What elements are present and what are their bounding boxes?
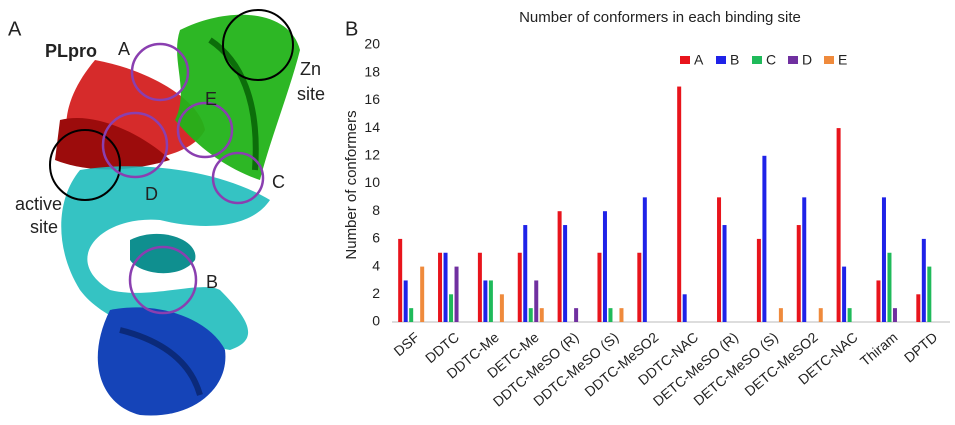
site-label: E [205, 89, 217, 109]
bar [478, 253, 482, 322]
x-tick-label: DPTD [901, 329, 940, 366]
chart-title: Number of conformers in each binding sit… [519, 9, 801, 26]
bar [608, 308, 612, 322]
bar [876, 280, 880, 322]
protein-structure [50, 10, 300, 416]
legend-swatch [788, 56, 798, 64]
site-label: site [30, 217, 58, 237]
bar [449, 294, 453, 322]
bar [723, 225, 727, 322]
bar [819, 308, 823, 322]
y-tick-label: 12 [364, 147, 380, 163]
legend-swatch [680, 56, 690, 64]
site-label: site [297, 84, 325, 104]
bar [404, 280, 408, 322]
bar [438, 253, 442, 322]
legend-label: D [802, 52, 812, 68]
bar [534, 280, 538, 322]
y-axis-label: Number of conformers [343, 110, 360, 259]
bar [927, 267, 931, 322]
bar [523, 225, 527, 322]
panel-letter: A [8, 18, 22, 40]
bar [893, 308, 897, 322]
bar [420, 267, 424, 322]
site-label: B [206, 272, 218, 292]
y-tick-label: 20 [364, 36, 380, 52]
bar [922, 239, 926, 322]
legend-label: E [838, 52, 847, 68]
x-tick-label: Thiram [857, 329, 901, 369]
bar [619, 308, 623, 322]
bar [887, 253, 891, 322]
legend-label: C [766, 52, 776, 68]
y-tick-label: 16 [364, 91, 380, 107]
bar [483, 280, 487, 322]
bar [455, 267, 459, 322]
panel-letter: B [345, 18, 358, 40]
bar [558, 211, 562, 322]
bar [603, 211, 607, 322]
y-tick-label: 0 [372, 313, 380, 329]
y-tick-label: 6 [372, 230, 380, 246]
bar [683, 294, 687, 322]
bar [643, 197, 647, 322]
bar [717, 197, 721, 322]
bar [574, 308, 578, 322]
y-tick-label: 2 [372, 285, 380, 301]
figure: A PLpro A E Zn site active site D C B B … [0, 0, 955, 425]
site-label: Zn [300, 59, 321, 79]
bar [757, 239, 761, 322]
bar [797, 225, 801, 322]
bar [882, 197, 886, 322]
y-tick-label: 10 [364, 174, 380, 190]
bar [540, 308, 544, 322]
y-tick-label: 8 [372, 202, 380, 218]
bar [409, 308, 413, 322]
x-tick-label: DSF [391, 329, 423, 359]
bar [597, 253, 601, 322]
site-label: C [272, 172, 285, 192]
bar [677, 87, 681, 322]
bar [500, 294, 504, 322]
bar [563, 225, 567, 322]
bar [802, 197, 806, 322]
legend-swatch [824, 56, 834, 64]
bar [916, 294, 920, 322]
bar [848, 308, 852, 322]
y-tick-label: 18 [364, 63, 380, 79]
bar [762, 156, 766, 322]
legend-label: B [730, 52, 739, 68]
protein-name: PLpro [45, 41, 97, 61]
bar [398, 239, 402, 322]
bar [518, 253, 522, 322]
bar [529, 308, 533, 322]
site-label: D [145, 184, 158, 204]
bar [444, 253, 448, 322]
bar [842, 267, 846, 322]
y-tick-label: 4 [372, 257, 380, 273]
legend-swatch [752, 56, 762, 64]
site-label: A [118, 39, 130, 59]
bar [637, 253, 641, 322]
bar [837, 128, 841, 322]
y-tick-label: 14 [364, 119, 380, 135]
legend-label: A [694, 52, 704, 68]
site-label: active [15, 194, 62, 214]
bar [489, 280, 493, 322]
legend-swatch [716, 56, 726, 64]
bar [779, 308, 783, 322]
